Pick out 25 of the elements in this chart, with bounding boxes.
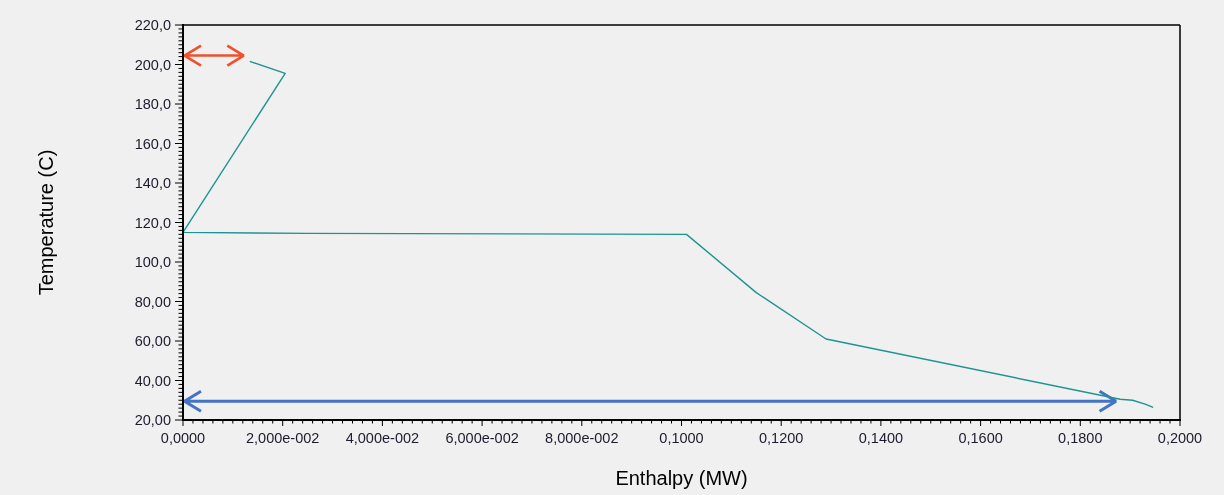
y-tick-label: 100,0: [134, 254, 171, 271]
x-tick-label: 4,000e-002: [345, 430, 420, 446]
y-tick-label: 180,0: [134, 96, 171, 113]
x-tick-label: 0,1800: [1058, 430, 1103, 446]
x-tick-label: 0,1400: [858, 430, 904, 446]
x-tick-label: 0,0000: [160, 430, 206, 446]
y-tick-label: 140,0: [134, 175, 171, 192]
x-tick-label: 2,000e-002: [246, 430, 320, 446]
x-axis-title: Enthalpy (MW): [615, 467, 748, 489]
x-tick-label: 0,1200: [759, 430, 804, 446]
x-tick-label: 0,1600: [958, 430, 1003, 446]
y-tick-label: 120,0: [134, 214, 171, 231]
x-tick-label: 6,000e-002: [445, 430, 519, 446]
y-tick-label: 60,00: [134, 333, 171, 350]
line-series: [182, 60, 1154, 408]
y-tick-label: 160,0: [134, 135, 171, 152]
y-tick-label: 220,0: [134, 17, 171, 34]
x-tick-label: 8,000e-002: [545, 430, 619, 446]
y-tick-label: 200,0: [134, 56, 171, 73]
y-axis-title: Temperature (C): [35, 149, 57, 296]
y-tick-label: 80,00: [134, 293, 171, 310]
y-tick-label: 40,00: [134, 372, 171, 389]
y-tick-label: 20,00: [134, 412, 171, 429]
x-tick-label: 0,2000: [1157, 430, 1203, 446]
x-tick-label: 0,1000: [659, 430, 704, 446]
